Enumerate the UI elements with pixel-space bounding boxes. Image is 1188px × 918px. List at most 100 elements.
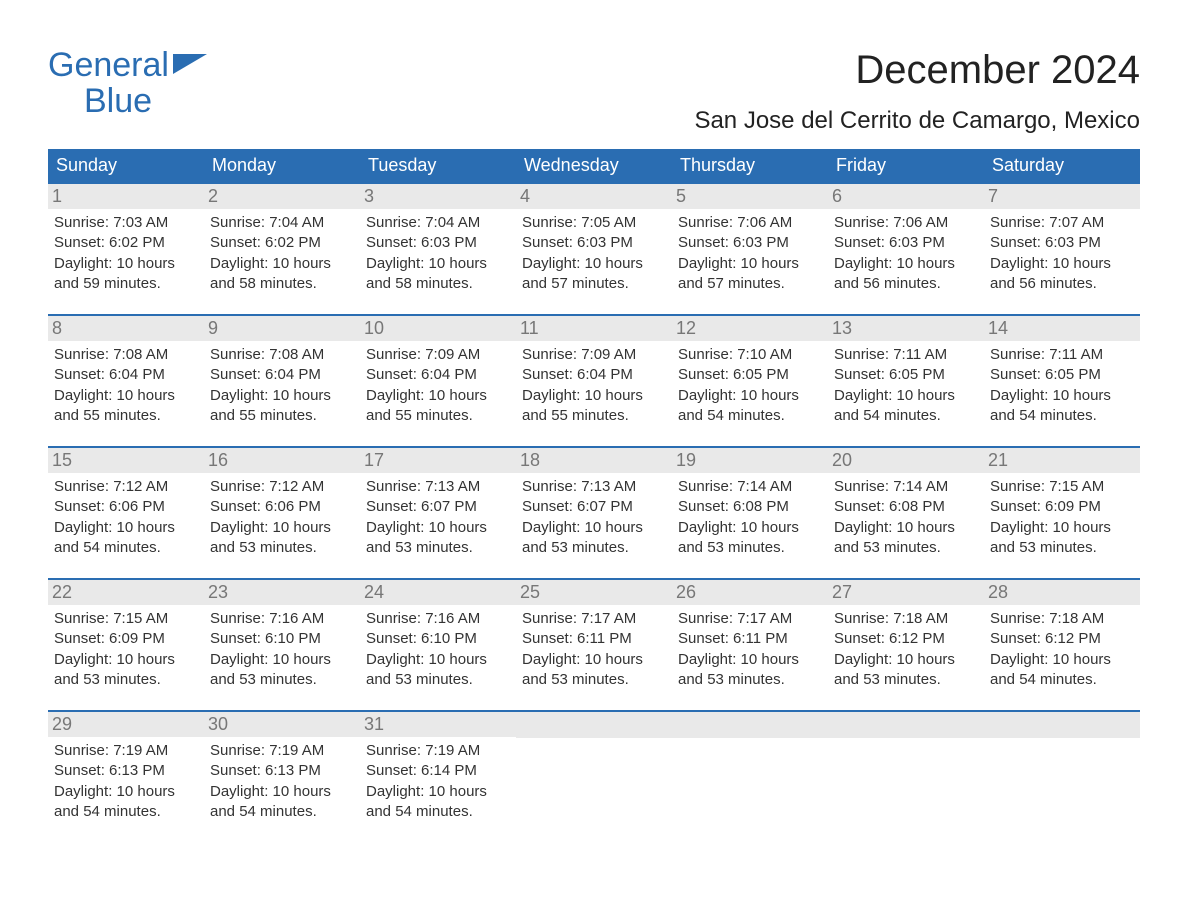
day-sunset: Sunset: 6:11 PM [678, 629, 822, 649]
day-sunset: Sunset: 6:03 PM [678, 233, 822, 253]
day-d2: and 57 minutes. [678, 274, 822, 294]
day-number: 4 [516, 184, 672, 209]
day-sunrise: Sunrise: 7:19 AM [210, 741, 354, 761]
day-cell: 3 Sunrise: 7:04 AMSunset: 6:03 PMDaylight… [360, 184, 516, 300]
brand-line2: Blue [48, 84, 169, 120]
day-d1: Daylight: 10 hours [366, 650, 510, 670]
day-d2: and 55 minutes. [210, 406, 354, 426]
day-sunset: Sunset: 6:05 PM [990, 365, 1134, 385]
day-d2: and 58 minutes. [366, 274, 510, 294]
day-number: 6 [828, 184, 984, 209]
day-d1: Daylight: 10 hours [834, 650, 978, 670]
day-d1: Daylight: 10 hours [210, 518, 354, 538]
day-sunrise: Sunrise: 7:09 AM [522, 345, 666, 365]
day-cell: 10Sunrise: 7:09 AMSunset: 6:04 PMDayligh… [360, 316, 516, 432]
month-title: December 2024 [694, 48, 1140, 93]
day-cell: 2Sunrise: 7:04 AMSunset: 6:02 PMDaylight… [204, 184, 360, 300]
day-sunset: Sunset: 6:05 PM [834, 365, 978, 385]
day-sunrise: Sunrise: 7:03 AM [54, 213, 198, 233]
day-d1: Daylight: 10 hours [210, 254, 354, 274]
day-cell: 15Sunrise: 7:12 AMSunset: 6:06 PMDayligh… [48, 448, 204, 564]
day-sunset: Sunset: 6:03 PM [522, 233, 666, 253]
day-sunset: Sunset: 6:09 PM [990, 497, 1134, 517]
day-cell: 24Sunrise: 7:16 AMSunset: 6:10 PMDayligh… [360, 580, 516, 696]
day-d1: Daylight: 10 hours [522, 254, 666, 274]
day-d2: and 53 minutes. [834, 670, 978, 690]
weekday-header: Saturday [984, 149, 1140, 182]
day-cell: 8Sunrise: 7:08 AMSunset: 6:04 PMDaylight… [48, 316, 204, 432]
day-d2: and 56 minutes. [990, 274, 1134, 294]
day-d2: and 53 minutes. [522, 670, 666, 690]
day-sunset: Sunset: 6:09 PM [54, 629, 198, 649]
day-d1: Daylight: 10 hours [366, 254, 510, 274]
day-d1: Daylight: 10 hours [54, 386, 198, 406]
day-number: 11 [516, 316, 672, 341]
day-d1: Daylight: 10 hours [834, 386, 978, 406]
day-sunset: Sunset: 6:03 PM [366, 233, 510, 253]
day-sunrise: Sunrise: 7:18 AM [990, 609, 1134, 629]
day-number: 8 [48, 316, 204, 341]
day-number: 7 [984, 184, 1140, 209]
day-cell: 26Sunrise: 7:17 AMSunset: 6:11 PMDayligh… [672, 580, 828, 696]
day-d2: and 54 minutes. [54, 802, 198, 822]
day-sunset: Sunset: 6:13 PM [210, 761, 354, 781]
day-sunrise: Sunrise: 7:06 AM [678, 213, 822, 233]
week-row: 29Sunrise: 7:19 AMSunset: 6:13 PMDayligh… [48, 710, 1140, 828]
day-cell: 22Sunrise: 7:15 AMSunset: 6:09 PMDayligh… [48, 580, 204, 696]
day-number: 29 [48, 712, 204, 737]
day-d2: and 59 minutes. [54, 274, 198, 294]
day-cell: 30Sunrise: 7:19 AMSunset: 6:13 PMDayligh… [204, 712, 360, 828]
day-sunset: Sunset: 6:02 PM [210, 233, 354, 253]
day-cell: 19Sunrise: 7:14 AMSunset: 6:08 PMDayligh… [672, 448, 828, 564]
day-sunrise: Sunrise: 7:15 AM [990, 477, 1134, 497]
day-sunset: Sunset: 6:08 PM [834, 497, 978, 517]
day-cell [516, 712, 672, 828]
day-d2: and 53 minutes. [678, 538, 822, 558]
day-number: 2 [204, 184, 360, 209]
day-number-empty [516, 712, 672, 738]
day-d2: and 53 minutes. [678, 670, 822, 690]
day-sunset: Sunset: 6:07 PM [522, 497, 666, 517]
day-number-empty [828, 712, 984, 738]
day-sunset: Sunset: 6:04 PM [54, 365, 198, 385]
day-number: 1 [48, 184, 204, 209]
day-sunset: Sunset: 6:07 PM [366, 497, 510, 517]
day-cell: 20Sunrise: 7:14 AMSunset: 6:08 PMDayligh… [828, 448, 984, 564]
day-cell: 21Sunrise: 7:15 AMSunset: 6:09 PMDayligh… [984, 448, 1140, 564]
day-number: 19 [672, 448, 828, 473]
day-sunrise: Sunrise: 7:19 AM [54, 741, 198, 761]
weekday-header: Wednesday [516, 149, 672, 182]
day-d1: Daylight: 10 hours [678, 386, 822, 406]
day-d1: Daylight: 10 hours [54, 518, 198, 538]
day-d2: and 56 minutes. [834, 274, 978, 294]
day-number: 21 [984, 448, 1140, 473]
day-cell: 9Sunrise: 7:08 AMSunset: 6:04 PMDaylight… [204, 316, 360, 432]
day-cell: 25Sunrise: 7:17 AMSunset: 6:11 PMDayligh… [516, 580, 672, 696]
day-number: 24 [360, 580, 516, 605]
day-sunrise: Sunrise: 7:12 AM [210, 477, 354, 497]
brand-line1: General [48, 48, 169, 84]
day-number: 3 [360, 184, 516, 209]
day-sunrise: Sunrise: 7:05 AM [522, 213, 666, 233]
day-d1: Daylight: 10 hours [678, 254, 822, 274]
weekday-header: Friday [828, 149, 984, 182]
day-sunset: Sunset: 6:14 PM [366, 761, 510, 781]
day-d2: and 53 minutes. [54, 670, 198, 690]
weekday-header-row: Sunday Monday Tuesday Wednesday Thursday… [48, 149, 1140, 182]
day-sunset: Sunset: 6:06 PM [54, 497, 198, 517]
day-d1: Daylight: 10 hours [834, 254, 978, 274]
day-d1: Daylight: 10 hours [54, 254, 198, 274]
day-sunset: Sunset: 6:10 PM [210, 629, 354, 649]
day-d2: and 55 minutes. [522, 406, 666, 426]
day-cell: 5Sunrise: 7:06 AMSunset: 6:03 PMDaylight… [672, 184, 828, 300]
day-sunrise: Sunrise: 7:07 AM [990, 213, 1134, 233]
day-d1: Daylight: 10 hours [990, 386, 1134, 406]
day-sunrise: Sunrise: 7:04 AM [366, 213, 510, 233]
day-d2: and 55 minutes. [54, 406, 198, 426]
day-sunrise: Sunrise: 7:14 AM [678, 477, 822, 497]
day-number: 30 [204, 712, 360, 737]
day-d1: Daylight: 10 hours [990, 650, 1134, 670]
day-sunset: Sunset: 6:05 PM [678, 365, 822, 385]
day-sunrise: Sunrise: 7:13 AM [522, 477, 666, 497]
header: General Blue December 2024 San Jose del … [48, 48, 1140, 135]
